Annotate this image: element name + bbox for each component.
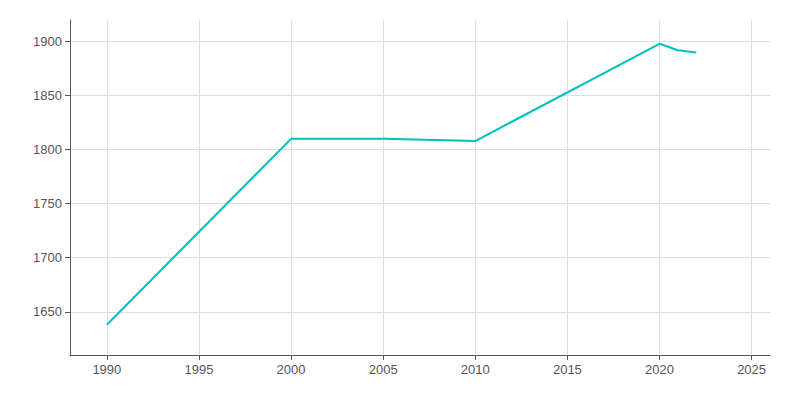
svg-text:2015: 2015 xyxy=(553,362,582,377)
svg-text:1800: 1800 xyxy=(33,142,62,157)
svg-text:1995: 1995 xyxy=(184,362,213,377)
svg-text:2025: 2025 xyxy=(737,362,766,377)
svg-text:1650: 1650 xyxy=(33,304,62,319)
svg-text:2010: 2010 xyxy=(461,362,490,377)
svg-text:2005: 2005 xyxy=(369,362,398,377)
svg-text:1850: 1850 xyxy=(33,88,62,103)
svg-text:1990: 1990 xyxy=(92,362,121,377)
svg-text:1700: 1700 xyxy=(33,250,62,265)
svg-text:1900: 1900 xyxy=(33,34,62,49)
svg-text:1750: 1750 xyxy=(33,196,62,211)
svg-text:2000: 2000 xyxy=(277,362,306,377)
svg-text:2020: 2020 xyxy=(645,362,674,377)
